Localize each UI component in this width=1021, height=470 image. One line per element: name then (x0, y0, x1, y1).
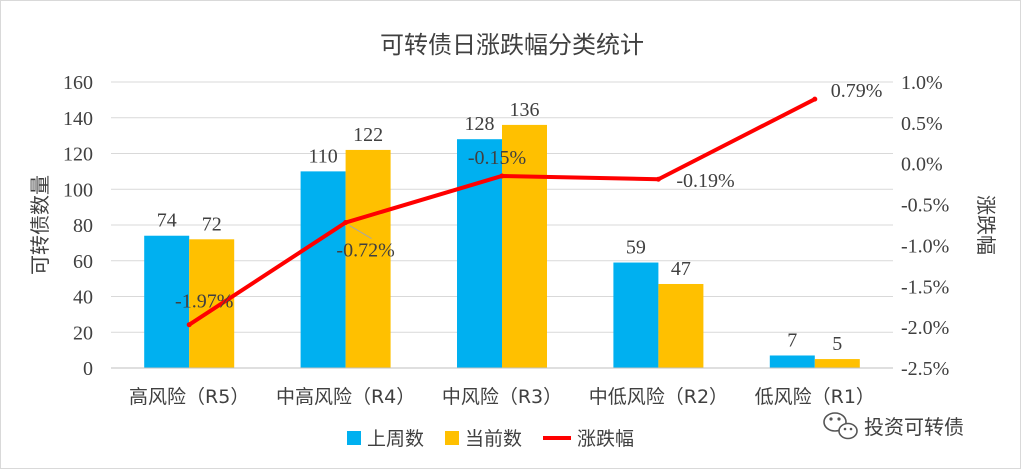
bar (457, 139, 502, 368)
bar (300, 171, 346, 368)
y-tick-label: 120 (63, 144, 93, 166)
y2-tick-label: -2.0% (901, 317, 949, 339)
y-tick-label: 100 (63, 179, 93, 201)
bar (345, 149, 391, 368)
y2-tick-label: -1.0% (901, 235, 949, 257)
bars-group (144, 124, 860, 369)
line-data-label: -0.15% (468, 147, 526, 169)
y-tick-label: 140 (63, 108, 93, 130)
line-point (343, 220, 349, 226)
y-axis-title: 可转债数量 (28, 175, 52, 275)
line-data-label: -0.72% (336, 240, 394, 262)
line-point (186, 322, 192, 328)
legend-swatch (347, 431, 361, 445)
bar (769, 355, 815, 368)
data-labels-group: 74 110 128 59 7 72 122 136 47 5 -1.97% -0.72% -0.15%… (157, 80, 883, 355)
line-point (655, 176, 661, 182)
bar (814, 359, 860, 368)
legend-label: 当前数 (465, 428, 522, 450)
y2-tick-label: 0.5% (901, 113, 943, 135)
y-tick-label: 160 (63, 72, 93, 94)
bar (613, 262, 659, 368)
watermark: 投资可转债 (823, 412, 964, 440)
bar-data-label: 136 (510, 99, 540, 121)
line-data-label: -0.19% (676, 170, 734, 192)
bar (502, 124, 547, 369)
x-tick-label: 中高风险（R4） (276, 386, 415, 408)
line-point (812, 96, 818, 102)
bar-data-label: 7 (787, 329, 797, 351)
bar-data-label: 5 (832, 333, 842, 355)
legend-label: 涨跌幅 (577, 428, 634, 450)
y2-tick-label: 1.0% (901, 72, 943, 94)
label-leader-line (349, 225, 372, 239)
bar (658, 283, 704, 368)
x-tick-label: 中低风险（R2） (589, 386, 728, 408)
line-point (499, 173, 505, 179)
wechat-icon (823, 412, 858, 440)
watermark-text: 投资可转债 (864, 415, 964, 439)
bar-data-label: 59 (626, 237, 646, 259)
bar (144, 235, 190, 368)
y2-axis-title: 涨跌幅 (974, 195, 998, 255)
line-data-label: -1.97% (175, 291, 233, 313)
y2-tick-label: -1.5% (901, 276, 949, 298)
y2-tick-label: 0.0% (901, 154, 943, 176)
y-tick-label: 40 (73, 287, 93, 309)
legend-swatch (445, 431, 459, 445)
y-tick-label: 80 (73, 215, 93, 237)
bar-data-label: 72 (202, 213, 222, 235)
line-data-label: 0.79% (831, 80, 883, 102)
y-tick-label: 60 (73, 251, 93, 273)
y2-tick-label: -0.5% (901, 195, 949, 217)
bar-data-label: 122 (353, 124, 383, 146)
x-tick-label: 中风险（R3） (442, 386, 562, 408)
bar-data-label: 110 (308, 145, 337, 167)
bar (189, 239, 235, 368)
y-tick-label: 20 (73, 322, 93, 344)
line-series-group (186, 96, 818, 328)
x-tick-label: 高风险（R5） (129, 386, 249, 408)
chart-title: 可转债日涨跌幅分类统计 (380, 31, 644, 59)
legend: 上周数 当前数 涨跌幅 (347, 428, 634, 450)
bar-data-label: 128 (465, 113, 495, 135)
axes-group: 0 20 40 60 80 100 120 140 160 -2.5% -2.0% -1.5% -1.0… (63, 72, 949, 408)
y2-tick-label: -2.5% (901, 358, 949, 380)
x-tick-label: 低风险（R1） (755, 386, 875, 408)
y-tick-label: 0 (83, 358, 93, 380)
bar-data-label: 47 (671, 258, 691, 280)
bar-data-label: 74 (157, 210, 177, 232)
legend-label: 上周数 (367, 428, 424, 450)
